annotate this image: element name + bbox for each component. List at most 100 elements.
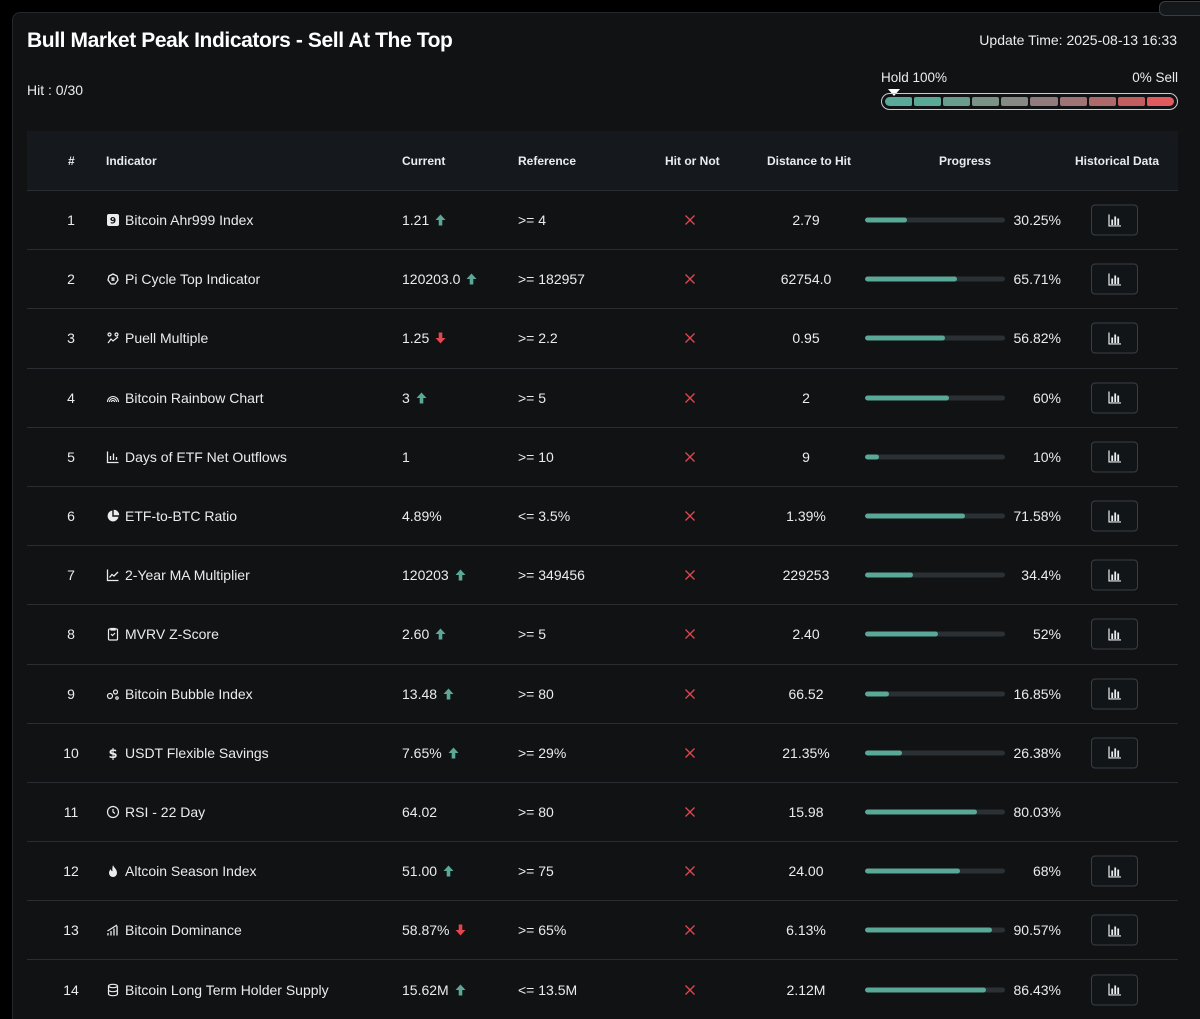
historical-data-button[interactable]: [1091, 855, 1138, 887]
history-chart-icon[interactable]: [1091, 204, 1138, 236]
history-chart-icon[interactable]: [1091, 737, 1138, 769]
reference-value: >= 349456: [518, 567, 585, 584]
bar-chart-icon: [106, 450, 120, 464]
indicator-name[interactable]: Bitcoin Long Term Holder Supply: [106, 982, 329, 998]
indicator-name[interactable]: 9 Bitcoin Ahr999 Index: [106, 212, 253, 228]
header-distance: Distance to Hit: [767, 154, 852, 168]
history-chart-icon[interactable]: [1091, 974, 1138, 1006]
progress-bar: [865, 454, 1005, 460]
progress-percent: 65.71%: [1013, 271, 1061, 288]
historical-data-button[interactable]: [1091, 322, 1138, 354]
indicator-name[interactable]: Pi Cycle Top Indicator: [106, 271, 260, 287]
progress-percent: 90.57%: [1013, 922, 1061, 939]
progress-bar: [865, 513, 1005, 519]
indicator-name[interactable]: Puell Multiple: [106, 330, 208, 346]
table-row: 9 Bitcoin Bubble Index 13.48 >= 80 66.52 16.8…: [27, 665, 1178, 724]
distance-value: 62754.0: [780, 271, 832, 288]
current-value: 58.87%: [402, 922, 466, 938]
meter-segment: [914, 97, 942, 106]
arrow-up-icon: [429, 628, 446, 640]
not-hit-icon: [684, 332, 696, 344]
historical-data-button[interactable]: [1091, 974, 1138, 1006]
historical-data-button[interactable]: [1091, 559, 1138, 591]
meter-segment: [943, 97, 971, 106]
indicator-name[interactable]: Bitcoin Bubble Index: [106, 686, 253, 702]
arrow-up-icon: [410, 392, 427, 404]
history-chart-icon[interactable]: [1091, 322, 1138, 354]
ahr999-icon: 9: [106, 213, 120, 227]
row-number: 7: [67, 567, 75, 584]
history-chart-icon[interactable]: [1091, 263, 1138, 295]
clipboard-icon: [106, 627, 120, 642]
history-chart-icon[interactable]: [1091, 678, 1138, 710]
history-chart-icon[interactable]: [1091, 559, 1138, 591]
history-chart-icon[interactable]: [1091, 382, 1138, 414]
historical-data-button[interactable]: [1091, 441, 1138, 473]
progress-bar: [865, 809, 1005, 815]
header-indicator: Indicator: [106, 154, 157, 168]
historical-data-button[interactable]: [1091, 678, 1138, 710]
indicator-name[interactable]: Altcoin Season Index: [106, 863, 257, 879]
progress-bar: [865, 868, 1005, 874]
current-value: 13.48: [402, 686, 454, 702]
history-chart-icon[interactable]: [1091, 441, 1138, 473]
historical-data-button[interactable]: [1091, 618, 1138, 650]
current-value: 120203: [402, 567, 466, 583]
row-number: 2: [67, 271, 75, 288]
progress-track: [865, 987, 1005, 993]
table-header: # Indicator Current Reference Hit or Not…: [27, 131, 1178, 191]
historical-data-button[interactable]: [1091, 263, 1138, 295]
indicator-name[interactable]: Days of ETF Net Outflows: [106, 449, 287, 465]
progress-bar: [865, 927, 1005, 933]
page-title: Bull Market Peak Indicators - Sell At Th…: [27, 29, 453, 52]
clock-icon: [106, 805, 120, 819]
dollar-icon: $: [106, 746, 120, 760]
history-chart-icon[interactable]: [1091, 618, 1138, 650]
history-chart-icon[interactable]: [1091, 500, 1138, 532]
history-chart-icon[interactable]: [1091, 855, 1138, 887]
arrow-up-icon: [437, 688, 454, 700]
indicator-name[interactable]: RSI - 22 Day: [106, 804, 205, 820]
progress-track: [865, 927, 1005, 933]
progress-fill: [865, 750, 902, 756]
indicator-name[interactable]: Bitcoin Dominance: [106, 922, 242, 938]
arrow-up-icon: [442, 747, 459, 759]
historical-data-button[interactable]: [1091, 500, 1138, 532]
historical-data-button[interactable]: [1091, 914, 1138, 946]
progress-fill: [865, 927, 992, 933]
current-value-text: 1: [402, 448, 410, 465]
historical-data-button[interactable]: [1091, 737, 1138, 769]
arrow-down-icon: [429, 332, 446, 344]
row-number: 3: [67, 330, 75, 347]
arrow-up-icon: [449, 569, 466, 581]
indicator-name[interactable]: MVRV Z-Score: [106, 626, 219, 642]
current-value: 2.60: [402, 626, 446, 642]
sentiment-meter: [881, 93, 1178, 110]
progress-fill: [865, 572, 914, 578]
progress-percent: 52%: [1032, 626, 1061, 643]
table-row: 11 RSI - 22 Day 64.02 >= 80 15.98 80.03%: [27, 783, 1178, 843]
indicator-name[interactable]: 2-Year MA Multiplier: [106, 567, 250, 583]
table-row: 2 Pi Cycle Top Indicator 120203.0 >= 182957…: [27, 250, 1178, 310]
puell-icon: [106, 331, 120, 345]
current-value: 51.00: [402, 863, 454, 879]
indicator-label: MVRV Z-Score: [125, 626, 219, 643]
historical-data-button[interactable]: [1091, 382, 1138, 414]
current-value-text: 58.87%: [402, 922, 450, 939]
indicator-name[interactable]: $ USDT Flexible Savings: [106, 745, 268, 761]
current-value-text: 120203: [402, 567, 449, 584]
not-hit-icon: [684, 273, 696, 285]
historical-data-button[interactable]: [1091, 204, 1138, 236]
table-row: 14 Bitcoin Long Term Holder Supply 15.62M <…: [27, 960, 1178, 1019]
top-corner-button[interactable]: [1159, 1, 1200, 16]
progress-fill: [865, 395, 949, 401]
indicator-label: Days of ETF Net Outflows: [125, 448, 287, 465]
indicator-name[interactable]: ETF-to-BTC Ratio: [106, 508, 237, 524]
row-number: 10: [63, 744, 79, 761]
history-chart-icon[interactable]: [1091, 914, 1138, 946]
progress-track: [865, 335, 1005, 341]
progress-fill: [865, 809, 978, 815]
progress-fill: [865, 454, 879, 460]
indicator-name[interactable]: Bitcoin Rainbow Chart: [106, 390, 264, 406]
reference-value: >= 80: [518, 685, 554, 702]
